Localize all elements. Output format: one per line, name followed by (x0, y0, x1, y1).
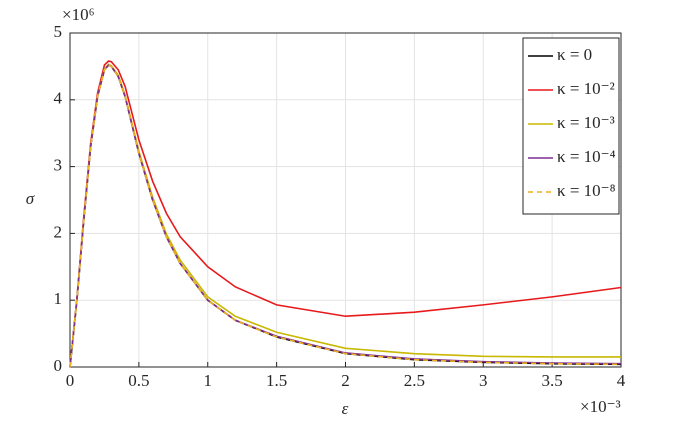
legend-box (522, 37, 620, 215)
x-tick-label: 3.5 (542, 371, 563, 390)
x-tick-label: 0.5 (128, 371, 149, 390)
y-tick-label: 4 (54, 89, 63, 108)
legend-label: κ = 10⁻⁴ (557, 147, 616, 166)
x-tick-label: 1.5 (266, 371, 287, 390)
x-tick-label: 2 (341, 371, 350, 390)
legend-label: κ = 0 (557, 45, 592, 64)
x-tick-label: 4 (617, 371, 626, 390)
x-multiplier: ×10⁻³ (580, 397, 621, 416)
x-tick-label: 1 (204, 371, 213, 390)
legend-label: κ = 10⁻² (557, 79, 615, 98)
plot-frame (69, 32, 622, 368)
legend-label: κ = 10⁻³ (557, 113, 615, 132)
y-tick-label: 5 (54, 22, 63, 41)
x-axis-label: ε (342, 399, 349, 418)
x-tick-label: 3 (479, 371, 488, 390)
y-multiplier: ×10⁶ (62, 5, 95, 24)
y-tick-label: 3 (54, 156, 63, 175)
x-tick-label: 0 (66, 371, 75, 390)
y-tick-label: 2 (54, 222, 63, 241)
y-axis-label: σ (26, 189, 35, 208)
x-tick-label: 2.5 (404, 371, 425, 390)
legend-label: κ = 10⁻⁸ (557, 181, 616, 200)
y-tick-label: 1 (54, 289, 63, 308)
line (69, 64, 622, 368)
y-tick-label: 0 (54, 356, 63, 375)
